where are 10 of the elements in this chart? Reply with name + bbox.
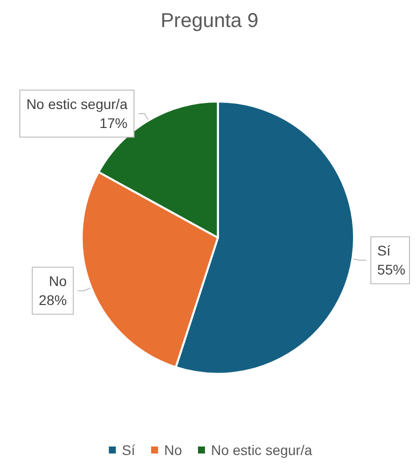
data-label: 55% <box>377 262 406 278</box>
data-label: 17% <box>99 115 128 132</box>
chart-title: Pregunta 9 <box>160 10 258 32</box>
legend-label: No <box>164 442 182 458</box>
slice-label: No <box>48 273 68 290</box>
slice-label: Sí <box>377 242 391 259</box>
legend-label: No estic segur/a <box>210 442 312 458</box>
slice-label: No estic segur/a <box>26 96 128 112</box>
legend-label: Sí <box>122 442 136 458</box>
data-label: 28% <box>38 292 67 308</box>
